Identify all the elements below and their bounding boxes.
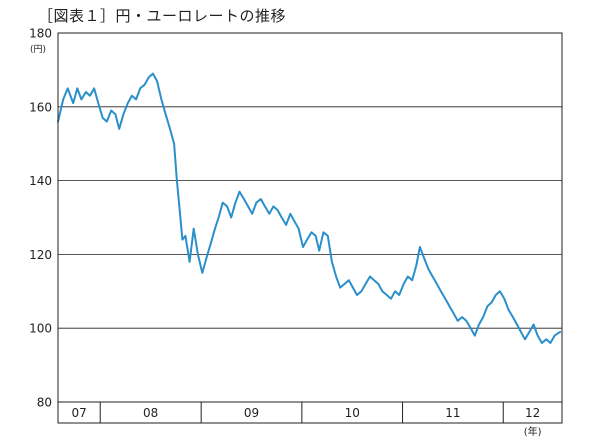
plot-frame xyxy=(57,32,563,424)
y-tick-label: 160 xyxy=(29,100,52,114)
y-tick-label: 100 xyxy=(29,322,52,336)
x-year-label: 11 xyxy=(445,406,460,420)
gridlines xyxy=(58,106,562,329)
x-year-label: 09 xyxy=(244,406,259,420)
x-axis: 07 08 09 10 11 12 xyxy=(58,401,562,423)
x-unit-label: (年) xyxy=(524,425,542,438)
x-year-label: 08 xyxy=(143,406,158,420)
series-line xyxy=(57,72,562,344)
y-axis-ticks: 80 100 120 140 160 180 xyxy=(29,27,52,410)
x-year-label: 07 xyxy=(71,406,86,420)
y-tick-label: 120 xyxy=(29,248,52,262)
y-unit-label: (円) xyxy=(30,44,46,55)
x-year-label: 12 xyxy=(525,406,540,420)
plot-area xyxy=(57,72,562,344)
y-tick-label: 180 xyxy=(29,27,52,41)
chart-title: ［図表１］円・ユーロレートの推移 xyxy=(38,7,287,25)
y-tick-label: 140 xyxy=(29,174,52,188)
y-tick-label: 80 xyxy=(37,396,52,410)
x-year-label: 10 xyxy=(345,406,360,420)
